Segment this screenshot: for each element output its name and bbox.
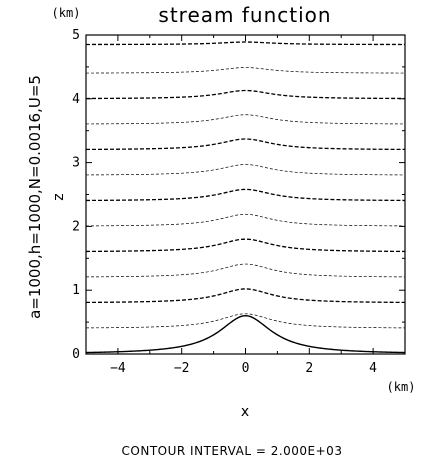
y-tick-label: 3 [72, 156, 80, 171]
contour-line-4 [86, 238, 405, 253]
y-tick-label: 0 [72, 347, 80, 362]
contour-line-2 [86, 288, 405, 304]
contour-lines [86, 41, 405, 329]
x-tick-label: 2 [305, 361, 313, 376]
y-tick-label: 5 [72, 28, 80, 43]
y-axis-label: z [51, 193, 67, 200]
contour-line-7 [86, 164, 405, 176]
x-axis-label: x [241, 404, 249, 420]
plot-frame [85, 34, 406, 355]
terrain-curve [86, 315, 405, 354]
contour-line-8 [86, 138, 405, 151]
axis-ticks [85, 34, 406, 355]
x-tick-label: 4 [369, 361, 377, 376]
contour-line-3 [86, 263, 405, 278]
contour-line-1 [86, 313, 405, 329]
contour-line-11 [86, 67, 405, 74]
y-tick-label: 2 [72, 219, 80, 234]
contour-line-12 [86, 41, 405, 46]
x-tick-labels: −4 −2 0 2 4 [110, 361, 377, 376]
contour-line-5 [86, 213, 405, 227]
x-tick-label: −2 [174, 361, 190, 376]
chart-title: stream function [158, 3, 331, 27]
plot-area [85, 34, 406, 355]
x-axis-unit: (km) [387, 380, 416, 394]
parameter-label: a=1000,h=1000,N=0.0016,U=5 [26, 75, 44, 319]
contour-line-10 [86, 89, 405, 100]
contour-line-9 [86, 114, 405, 125]
y-tick-label: 4 [72, 92, 80, 107]
y-tick-labels: 0 1 2 3 4 5 [72, 28, 80, 362]
contour-interval-label: CONTOUR INTERVAL = 2.000E+03 [122, 444, 343, 458]
y-tick-label: 1 [72, 283, 80, 298]
contour-line-6 [86, 188, 405, 202]
x-tick-label: −4 [110, 361, 126, 376]
y-axis-unit: (km) [52, 6, 81, 20]
x-tick-label: 0 [242, 361, 250, 376]
